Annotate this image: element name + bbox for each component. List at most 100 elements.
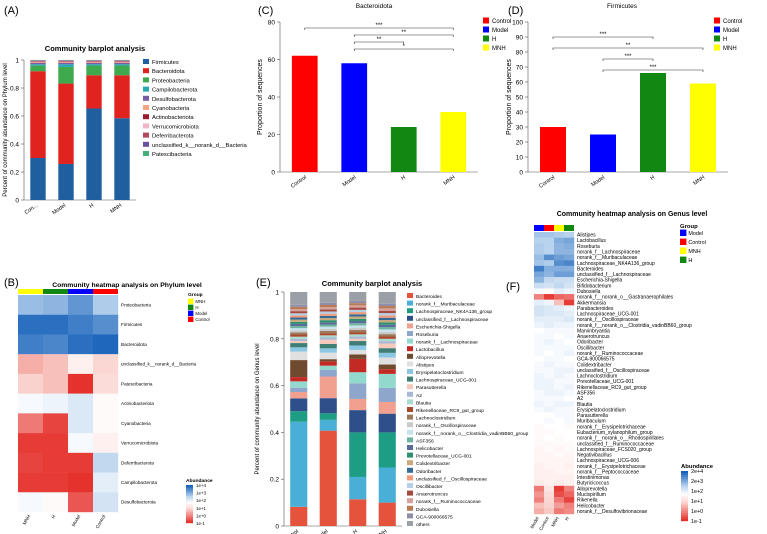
heatmap-cell bbox=[564, 497, 575, 503]
heatmap-cell bbox=[544, 265, 555, 272]
y-tick-label: 100 bbox=[512, 20, 523, 27]
bar-segment bbox=[349, 300, 367, 304]
y-tick-label: 40 bbox=[268, 95, 276, 102]
legend-swatch bbox=[407, 384, 413, 390]
legend-label: Model bbox=[492, 28, 508, 34]
legend-swatch bbox=[407, 308, 413, 314]
scale-title: Abundance bbox=[681, 464, 714, 470]
heatmap-cell bbox=[534, 356, 545, 362]
heatmap-cell bbox=[564, 389, 575, 396]
group-color-bar bbox=[68, 289, 93, 294]
legend-swatch bbox=[188, 304, 194, 310]
bar-segment bbox=[290, 313, 308, 316]
legend-swatch bbox=[714, 17, 720, 24]
row-label: Patescibacteria bbox=[121, 381, 153, 386]
legend-swatch bbox=[407, 437, 413, 443]
heatmap-cell bbox=[564, 344, 575, 351]
bar-segment bbox=[319, 309, 337, 312]
bar-segment bbox=[114, 75, 130, 119]
row-label: Dubosiella bbox=[577, 289, 601, 295]
y-tick-label: 0 bbox=[519, 170, 523, 177]
heatmap-cell bbox=[544, 373, 555, 379]
legend-swatch bbox=[143, 77, 149, 83]
row-label: Cyanobacteria bbox=[121, 421, 151, 426]
legend-label: Alloprevotella bbox=[416, 355, 446, 361]
heatmap-cell bbox=[534, 294, 545, 300]
scale-gradient-step bbox=[186, 500, 193, 503]
bar-segment bbox=[349, 345, 367, 350]
heatmap-cell bbox=[554, 356, 565, 362]
legend-label: others bbox=[416, 522, 430, 528]
legend-label: MNH bbox=[195, 299, 205, 304]
bar-segment bbox=[319, 370, 337, 377]
legend-label: MNH bbox=[723, 46, 737, 52]
heatmap-cell bbox=[564, 361, 575, 368]
heatmap-cell bbox=[564, 406, 575, 413]
heatmap-cell bbox=[554, 401, 565, 408]
legend-swatch bbox=[714, 35, 720, 42]
bar-segment bbox=[349, 325, 367, 328]
bar-segment bbox=[290, 381, 308, 388]
x-tick-label: MNH bbox=[375, 529, 389, 534]
bar-segment bbox=[290, 391, 308, 399]
bar-segment bbox=[319, 311, 337, 314]
heatmap-cell bbox=[564, 412, 575, 419]
heatmap-cell bbox=[564, 463, 575, 470]
significance-label: ** bbox=[626, 43, 631, 49]
bar-segment bbox=[319, 322, 337, 325]
heatmap-cell bbox=[93, 354, 119, 375]
row-label: Anaerotruncus bbox=[577, 334, 610, 340]
bar-segment bbox=[290, 326, 308, 329]
legend-swatch bbox=[143, 114, 149, 120]
bar-segment bbox=[319, 324, 337, 327]
scale-gradient-step bbox=[681, 475, 688, 478]
bar-segment bbox=[290, 311, 308, 314]
legend-label: norank_f__Oscillospiraceae bbox=[416, 423, 477, 429]
scale-label: 1e+4 bbox=[196, 483, 206, 488]
heatmap-cell bbox=[68, 492, 94, 513]
scale-gradient-step bbox=[681, 518, 688, 522]
heatmap-cell bbox=[564, 282, 575, 289]
legend-swatch bbox=[407, 483, 413, 488]
legend-label: Blautia bbox=[416, 400, 431, 406]
y-tick-label: 0.4 bbox=[10, 142, 19, 149]
bar-segment bbox=[349, 476, 367, 500]
heatmap-cell bbox=[534, 322, 545, 329]
bar-segment bbox=[58, 66, 74, 84]
bar-segment bbox=[290, 323, 308, 327]
heatmap-cell bbox=[534, 429, 545, 436]
scale-label: 1e+1 bbox=[196, 506, 206, 511]
bar-segment bbox=[378, 315, 396, 318]
heatmap-cell bbox=[544, 480, 555, 486]
heatmap-cell bbox=[43, 492, 69, 513]
row-label: Muribaculum bbox=[577, 419, 606, 425]
legend-label: Bacteroides bbox=[416, 294, 442, 300]
heatmap-cell bbox=[564, 322, 575, 329]
y-tick-label: 60 bbox=[268, 57, 276, 64]
heatmap-cell bbox=[554, 243, 565, 250]
bar-segment bbox=[319, 352, 337, 360]
heatmap-cell bbox=[564, 232, 575, 238]
y-tick-label: 0.2 bbox=[270, 477, 279, 484]
heatmap-cell bbox=[544, 260, 555, 267]
bar-segment bbox=[290, 332, 308, 335]
row-label: Intestinimonas bbox=[577, 475, 610, 481]
heatmap-cell bbox=[554, 508, 565, 515]
legend-swatch bbox=[407, 361, 413, 367]
heatmap-cell bbox=[544, 243, 555, 250]
row-label: GCA-900066575 bbox=[577, 357, 615, 363]
y-axis-label: Proportion of sequences bbox=[506, 59, 513, 135]
bar-segment bbox=[319, 376, 337, 399]
row-label: Proteobacteria bbox=[121, 302, 151, 307]
scale-gradient-step bbox=[186, 485, 193, 487]
legend-label: GCA-900066575 bbox=[416, 514, 453, 520]
heatmap-cell bbox=[544, 350, 555, 357]
bar-segment bbox=[349, 410, 367, 433]
heatmap-cell bbox=[534, 288, 545, 295]
heatmap-cell bbox=[534, 480, 545, 486]
heatmap-cell bbox=[93, 472, 119, 493]
scale-gradient-step bbox=[681, 485, 688, 488]
column-label: MNH bbox=[550, 516, 560, 528]
significance-label: *** bbox=[649, 65, 657, 71]
heatmap-cell bbox=[534, 265, 545, 272]
